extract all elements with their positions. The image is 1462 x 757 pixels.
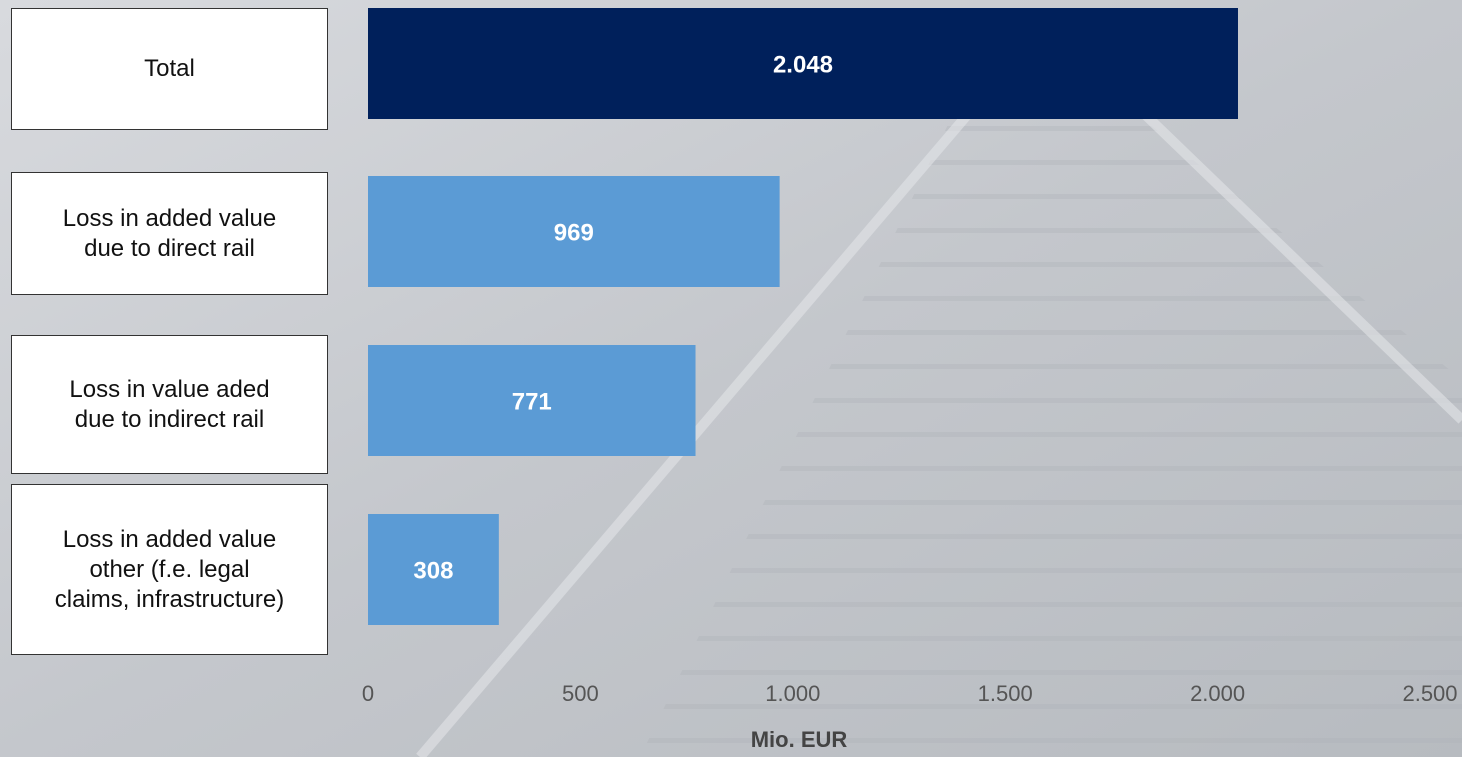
x-tick-label-2: 1.000: [765, 681, 820, 706]
x-axis-ticks: 0 500 1.000 1.500 2.000 2.500: [362, 681, 1458, 706]
x-axis-label: Mio. EUR: [751, 727, 848, 752]
x-tick-label-1: 500: [562, 681, 599, 706]
bar-3: [368, 514, 499, 625]
x-tick-label-4: 2.000: [1190, 681, 1245, 706]
bar-2: [368, 345, 696, 456]
x-tick-label-3: 1.500: [978, 681, 1033, 706]
category-label-1: Loss in added value due to direct rail: [11, 172, 328, 295]
x-tick-label-0: 0: [362, 681, 374, 706]
category-label-0: Total: [11, 8, 328, 130]
bars: 2.048 969 771 308: [368, 8, 1238, 625]
category-label-3: Loss in added value other (f.e. legal cl…: [11, 484, 328, 655]
bar-0: [368, 8, 1238, 119]
bar-value-label-3: 308: [413, 558, 453, 585]
x-tick-label-5: 2.500: [1402, 681, 1457, 706]
bar-value-label-0: 2.048: [773, 52, 833, 79]
bar-1: [368, 176, 780, 287]
bar-value-label-1: 969: [554, 220, 594, 247]
category-label-2: Loss in value aded due to indirect rail: [11, 335, 328, 474]
bar-value-label-2: 771: [512, 389, 552, 416]
